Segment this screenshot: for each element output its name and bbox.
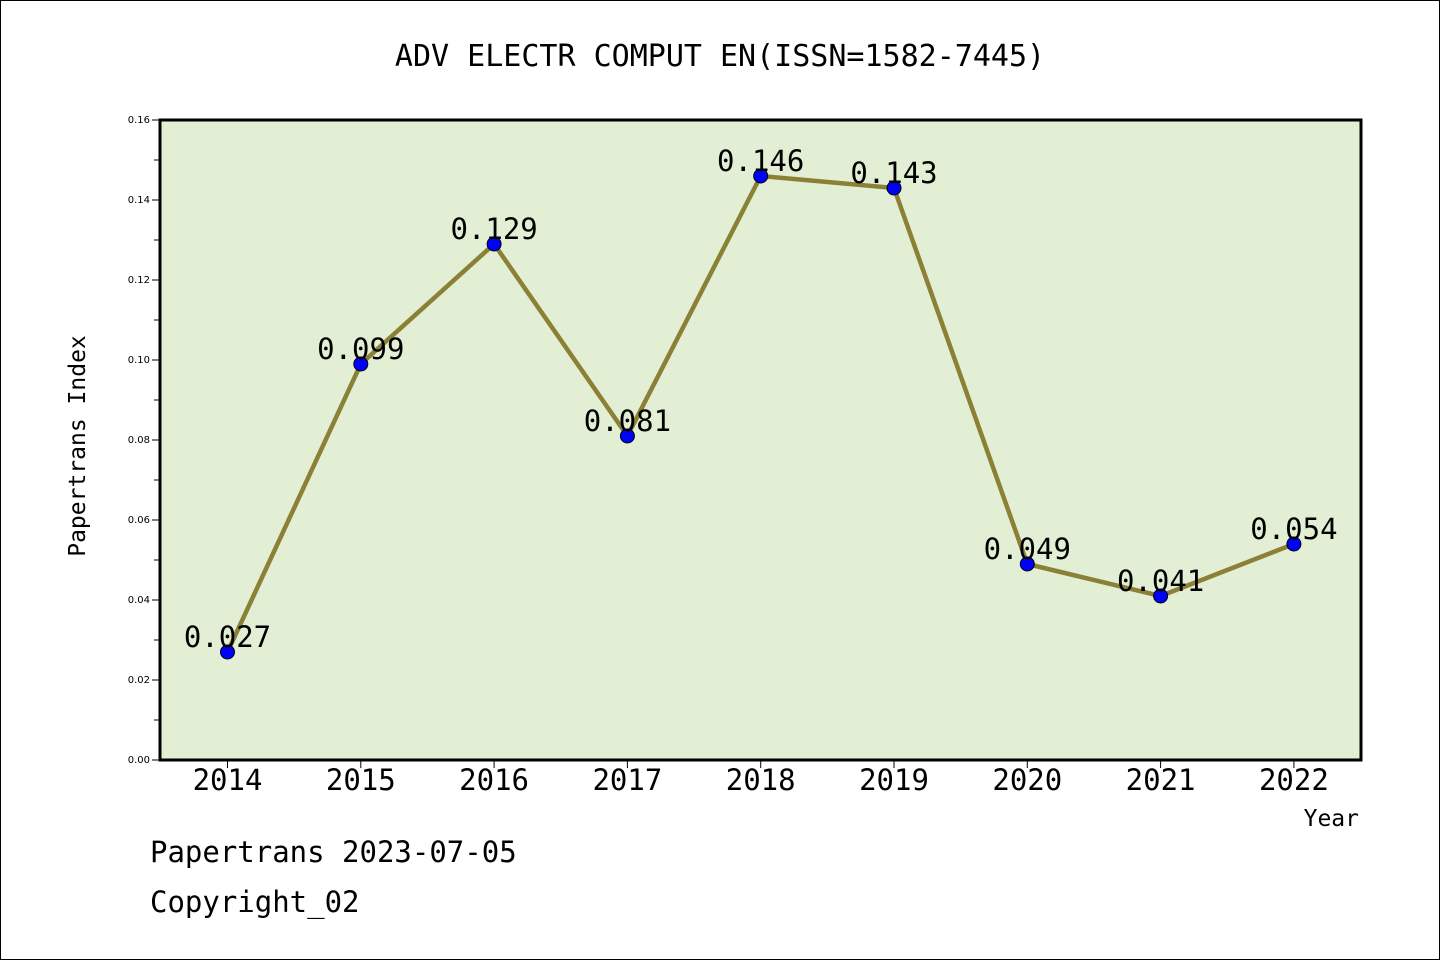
data-label: 0.054 xyxy=(1250,512,1337,546)
y-tick-label: 0.08 xyxy=(128,435,150,446)
x-tick-label: 2017 xyxy=(592,763,662,797)
x-tick-label: 2015 xyxy=(326,763,396,797)
data-label: 0.049 xyxy=(984,532,1071,566)
data-label: 0.041 xyxy=(1117,564,1204,598)
data-label: 0.081 xyxy=(584,404,671,438)
x-tick-label: 2020 xyxy=(992,763,1062,797)
footer-source: Papertrans 2023-07-05 xyxy=(150,835,517,869)
chart-title: ADV ELECTR COMPUT EN(ISSN=1582-7445) xyxy=(395,39,1045,74)
y-tick-label: 0.02 xyxy=(128,675,150,686)
x-tick-label: 2014 xyxy=(193,763,263,797)
y-axis-label: Papertrans Index xyxy=(65,335,91,557)
y-tick-label: 0.14 xyxy=(128,195,150,206)
footer-copyright: Copyright_02 xyxy=(150,885,360,919)
y-tick-label: 0.04 xyxy=(128,595,150,606)
y-tick-label: 0.00 xyxy=(128,755,150,766)
x-tick-label: 2022 xyxy=(1259,763,1329,797)
y-tick-label: 0.06 xyxy=(128,515,150,526)
data-point xyxy=(1153,588,1169,604)
x-tick-label: 2021 xyxy=(1126,763,1196,797)
y-tick-label: 0.12 xyxy=(128,275,150,286)
data-point xyxy=(220,644,235,660)
data-label: 0.027 xyxy=(184,620,271,654)
data-point xyxy=(886,180,902,196)
data-label: 0.099 xyxy=(317,332,404,366)
x-tick-label: 2019 xyxy=(859,763,929,797)
data-label: 0.129 xyxy=(450,212,537,246)
data-point xyxy=(619,428,635,444)
y-tick-label: 0.16 xyxy=(128,115,150,126)
data-label: 0.143 xyxy=(850,156,937,190)
data-point xyxy=(486,236,502,252)
y-tick-label: 0.10 xyxy=(128,355,150,366)
data-point xyxy=(753,168,769,184)
x-axis-label: Year xyxy=(1304,806,1359,832)
data-label: 0.146 xyxy=(717,144,804,178)
data-point xyxy=(353,356,369,372)
x-tick-label: 2018 xyxy=(726,763,796,797)
data-point xyxy=(1019,556,1035,572)
data-point xyxy=(1286,536,1302,552)
x-tick-label: 2016 xyxy=(459,763,529,797)
plot-area xyxy=(158,118,1363,762)
